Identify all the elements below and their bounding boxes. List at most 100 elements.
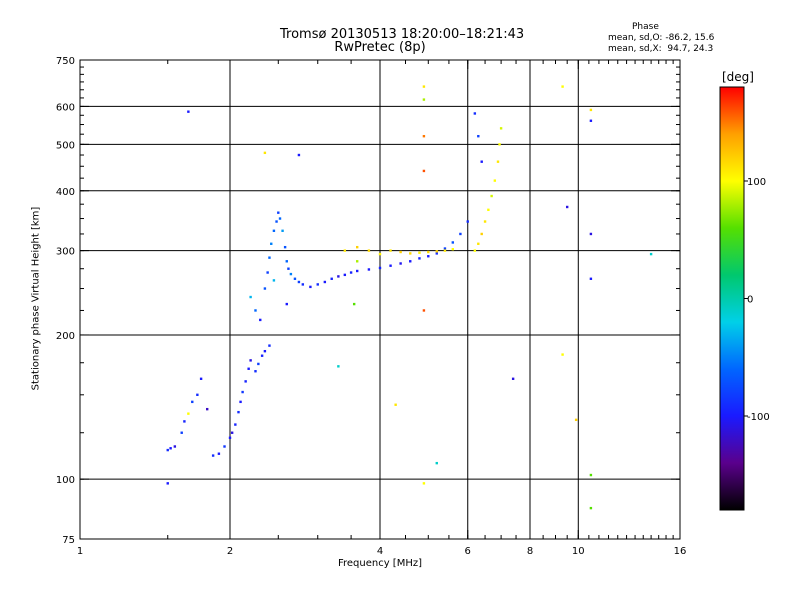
data-point — [285, 302, 288, 306]
data-point — [257, 362, 260, 366]
data-point — [285, 260, 288, 263]
data-point — [244, 380, 247, 383]
data-point — [283, 245, 287, 249]
x-tick-label: 2 — [227, 546, 233, 557]
data-point — [477, 242, 480, 245]
data-point — [330, 277, 333, 280]
data-point — [422, 169, 426, 173]
data-point — [263, 349, 267, 353]
data-point — [466, 220, 469, 223]
data-point — [561, 85, 564, 88]
data-point — [187, 110, 190, 113]
phase-stats-heading: Phase — [632, 22, 659, 32]
data-point — [268, 344, 271, 347]
data-point — [477, 134, 480, 138]
colorbar-tick-label: 0 — [747, 295, 753, 306]
y-tick-label: 300 — [56, 247, 75, 258]
data-point — [352, 302, 356, 306]
data-point — [367, 249, 371, 252]
axis-ticks: 1 2 4 6 8 10 16 75 100 200 300 400 500 600 750 — [56, 56, 686, 557]
data-point — [343, 249, 347, 252]
data-point — [173, 445, 177, 448]
data-point — [237, 410, 240, 414]
data-point — [180, 431, 183, 434]
chart-title: Tromsø 20130513 18:20:00–18:21:43 — [280, 27, 525, 42]
data-point — [268, 256, 271, 259]
data-point — [435, 461, 438, 465]
x-axis-label: Frequency [MHz] — [337, 558, 423, 569]
data-point — [496, 160, 500, 163]
y-axis-label: Stationary phase Virtual Height [km] — [30, 206, 42, 391]
data-point — [249, 295, 252, 299]
data-point — [259, 318, 262, 322]
data-point — [230, 431, 234, 434]
colorbar-gradient — [719, 86, 745, 511]
data-point — [297, 280, 301, 284]
data-point — [422, 482, 426, 485]
x-tick-label: 8 — [527, 546, 533, 557]
data-point — [241, 390, 244, 394]
data-point — [169, 447, 172, 450]
data-point — [480, 160, 483, 163]
y-tick-label: 600 — [56, 102, 75, 113]
data-point — [427, 255, 430, 258]
data-points — [166, 85, 653, 510]
data-point — [266, 271, 269, 274]
data-point — [211, 454, 215, 457]
data-point — [422, 85, 426, 88]
data-point — [254, 309, 257, 312]
grid-lines — [80, 60, 680, 539]
data-point — [473, 112, 477, 115]
data-point — [349, 271, 353, 274]
data-point — [427, 250, 430, 254]
data-point — [511, 377, 515, 380]
data-point — [418, 257, 421, 260]
data-point — [418, 251, 421, 254]
data-point — [323, 280, 327, 284]
data-point — [389, 249, 392, 252]
data-point — [409, 252, 412, 255]
data-point — [223, 445, 226, 448]
data-point — [589, 108, 593, 112]
data-point — [399, 262, 402, 265]
y-tick-label: 750 — [56, 56, 75, 67]
data-point — [287, 267, 290, 270]
data-point — [337, 275, 340, 278]
data-point — [355, 260, 359, 263]
x-tick-label: 4 — [377, 546, 383, 557]
colorbar-tick-label: 100 — [747, 177, 766, 188]
data-point — [301, 283, 305, 286]
data-point — [487, 208, 490, 212]
data-point — [278, 217, 282, 220]
data-point — [490, 194, 493, 198]
phase-stat-o: mean, sd,O: -86.2, 15.6 — [608, 33, 715, 43]
x-tick-label: 1 — [77, 546, 83, 557]
data-point — [389, 264, 392, 267]
data-point — [443, 249, 447, 252]
data-point — [649, 252, 653, 256]
data-point — [254, 370, 257, 373]
data-point — [589, 119, 593, 122]
data-point — [260, 354, 264, 357]
data-point — [499, 127, 503, 130]
chart-subtitle: RwPretec (8p) — [334, 40, 426, 55]
data-point — [247, 367, 250, 370]
data-point — [187, 412, 190, 415]
data-point — [435, 250, 438, 253]
data-point — [293, 277, 297, 280]
data-point — [480, 232, 483, 236]
data-point — [199, 377, 203, 380]
data-point — [422, 134, 426, 138]
data-point — [217, 452, 221, 455]
data-point — [459, 232, 462, 236]
data-point — [589, 232, 593, 236]
y-tick-label: 500 — [56, 140, 75, 151]
data-point — [234, 423, 237, 426]
data-point — [263, 151, 267, 155]
colorbar-tick-label: -100 — [747, 412, 770, 423]
data-point — [272, 279, 276, 282]
data-point — [443, 247, 447, 250]
data-point — [378, 252, 382, 256]
data-point — [281, 229, 284, 232]
